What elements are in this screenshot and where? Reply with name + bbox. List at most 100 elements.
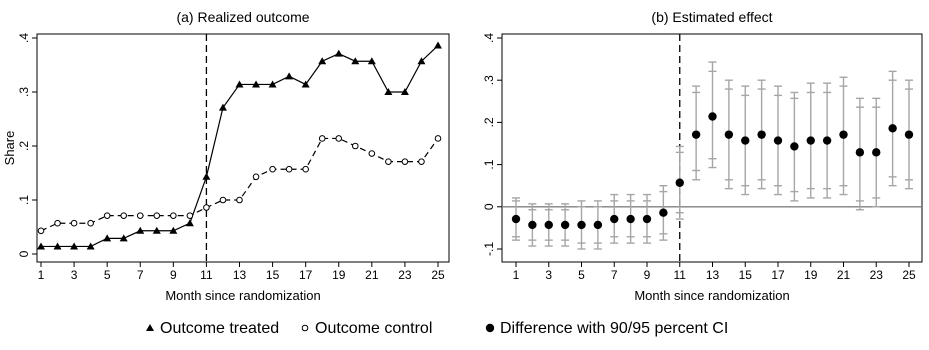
panel-a-axes bbox=[36, 33, 450, 263]
difference-point bbox=[675, 178, 684, 187]
control-point bbox=[318, 135, 326, 142]
control-point bbox=[170, 212, 177, 219]
control-point bbox=[252, 173, 260, 181]
treated-point bbox=[202, 172, 211, 180]
panel-a-x-tick-label: 21 bbox=[365, 268, 379, 282]
treated-point bbox=[301, 80, 310, 88]
panel-b-x-tick-label: 21 bbox=[837, 268, 851, 282]
treated-point bbox=[53, 242, 62, 250]
treated-point bbox=[252, 80, 261, 88]
treated-point bbox=[351, 57, 360, 65]
panel-b-x-tick-label: 13 bbox=[706, 268, 720, 282]
difference-point bbox=[904, 130, 914, 139]
legend-label: Outcome treated bbox=[160, 320, 279, 337]
panel-a-y-tick-label: .1 bbox=[17, 195, 31, 205]
control-point bbox=[37, 227, 45, 235]
panel-b-x-tick-label: 9 bbox=[644, 268, 651, 282]
panel-a-y-tick-label: 0 bbox=[17, 250, 31, 257]
panel-a-title: (a) Realized outcome bbox=[176, 9, 309, 25]
panel-b-x-tick-label: 3 bbox=[545, 268, 552, 282]
legend-label: Difference with 90/95 percent CI bbox=[500, 320, 728, 337]
panel-a-x-tick-label: 15 bbox=[266, 268, 280, 282]
panel-a-x-tick-label: 3 bbox=[71, 268, 78, 282]
treated-point bbox=[70, 242, 79, 250]
panel-a-x-axis-label: Month since randomization bbox=[165, 288, 320, 303]
panel-a-y-axis-label: Share bbox=[2, 131, 17, 166]
control-point bbox=[87, 219, 94, 227]
control-point bbox=[136, 212, 144, 219]
difference-point bbox=[593, 220, 603, 230]
treated-point bbox=[119, 234, 128, 242]
panel-b-x-tick-label: 17 bbox=[771, 268, 785, 282]
legend: Outcome treated Outcome control Difference… bbox=[146, 320, 728, 337]
difference-point bbox=[888, 124, 897, 133]
panel-b-x-tick-label: 19 bbox=[804, 268, 818, 282]
treated-point bbox=[103, 234, 112, 242]
panel-a-realized-outcome: (a) Realized outcome 1 3 5 7 9 11 13 15 17 19 21 23… bbox=[2, 9, 450, 303]
difference-point bbox=[855, 148, 865, 157]
control-point bbox=[385, 158, 392, 165]
panel-b-y-tick-label: .2 bbox=[482, 117, 496, 127]
treated-point bbox=[318, 57, 327, 65]
difference-point bbox=[659, 208, 668, 217]
panel-a-y-tick-label: .2 bbox=[17, 141, 31, 151]
panel-b-x-tick-label: 1 bbox=[513, 268, 520, 282]
treated-point bbox=[136, 226, 145, 234]
treated-point bbox=[367, 57, 376, 65]
difference-point bbox=[708, 112, 717, 121]
panel-b-series bbox=[511, 61, 914, 250]
panel-b-y-tick-label: .1 bbox=[482, 159, 496, 169]
difference-point bbox=[626, 214, 635, 224]
treated-line bbox=[41, 45, 439, 248]
difference-point bbox=[691, 130, 701, 139]
panel-b-x-tick-label: 25 bbox=[902, 268, 916, 282]
panel-a-frame bbox=[36, 33, 450, 263]
panel-b-y-tick-label: .4 bbox=[482, 33, 496, 43]
panel-a-x-tick-label: 11 bbox=[200, 268, 213, 282]
panel-b-x-tick-label: 15 bbox=[739, 268, 753, 282]
difference-point bbox=[872, 148, 881, 157]
legend-triangle-marker bbox=[146, 324, 154, 331]
control-point bbox=[120, 212, 128, 219]
difference-point bbox=[642, 214, 652, 224]
panel-b-y-tick-label: 0 bbox=[482, 203, 496, 210]
treated-point bbox=[37, 242, 45, 250]
treated-point bbox=[169, 226, 178, 234]
treated-point bbox=[86, 242, 95, 250]
panel-b-x-axis-label: Month since randomization bbox=[634, 288, 789, 303]
panel-b-x-tick-label: 11 bbox=[674, 268, 687, 282]
panel-a-x-tick-label: 1 bbox=[38, 268, 45, 282]
panel-a-x-tick-label: 13 bbox=[233, 268, 247, 282]
panel-b-ticks: 1 3 5 7 9 11 13 15 17 19 21 23 25-.10.1.2.3.4 bbox=[482, 33, 916, 282]
difference-point bbox=[839, 130, 848, 139]
panel-b-x-tick-label: 7 bbox=[611, 268, 618, 282]
control-point bbox=[418, 158, 425, 165]
treated-point bbox=[434, 41, 442, 49]
panel-a-x-tick-label: 25 bbox=[431, 268, 445, 282]
treated-point bbox=[218, 103, 227, 111]
panel-a-y-tick-label: .4 bbox=[17, 33, 31, 43]
treated-point bbox=[334, 49, 343, 57]
difference-point bbox=[560, 220, 570, 230]
panel-b-y-tick-label: .3 bbox=[482, 75, 496, 85]
difference-point bbox=[528, 220, 537, 230]
control-point bbox=[236, 196, 243, 204]
difference-point bbox=[790, 142, 799, 151]
panel-a-x-tick-label: 19 bbox=[332, 268, 346, 282]
control-point bbox=[351, 142, 359, 150]
control-point bbox=[335, 135, 343, 142]
panel-a-y-tick-label: .3 bbox=[17, 87, 31, 97]
control-point bbox=[219, 196, 227, 204]
legend-filled-circle-marker bbox=[485, 323, 495, 333]
control-point bbox=[203, 204, 210, 211]
treated-point bbox=[400, 88, 409, 95]
control-point bbox=[401, 158, 409, 165]
control-line bbox=[40, 137, 439, 232]
treated-point bbox=[285, 72, 294, 80]
panel-b-x-tick-label: 23 bbox=[870, 268, 884, 282]
difference-point bbox=[757, 130, 766, 139]
control-point bbox=[302, 165, 309, 173]
legend-hollow-circle-marker bbox=[301, 324, 309, 332]
legend-label: Outcome control bbox=[315, 320, 432, 337]
